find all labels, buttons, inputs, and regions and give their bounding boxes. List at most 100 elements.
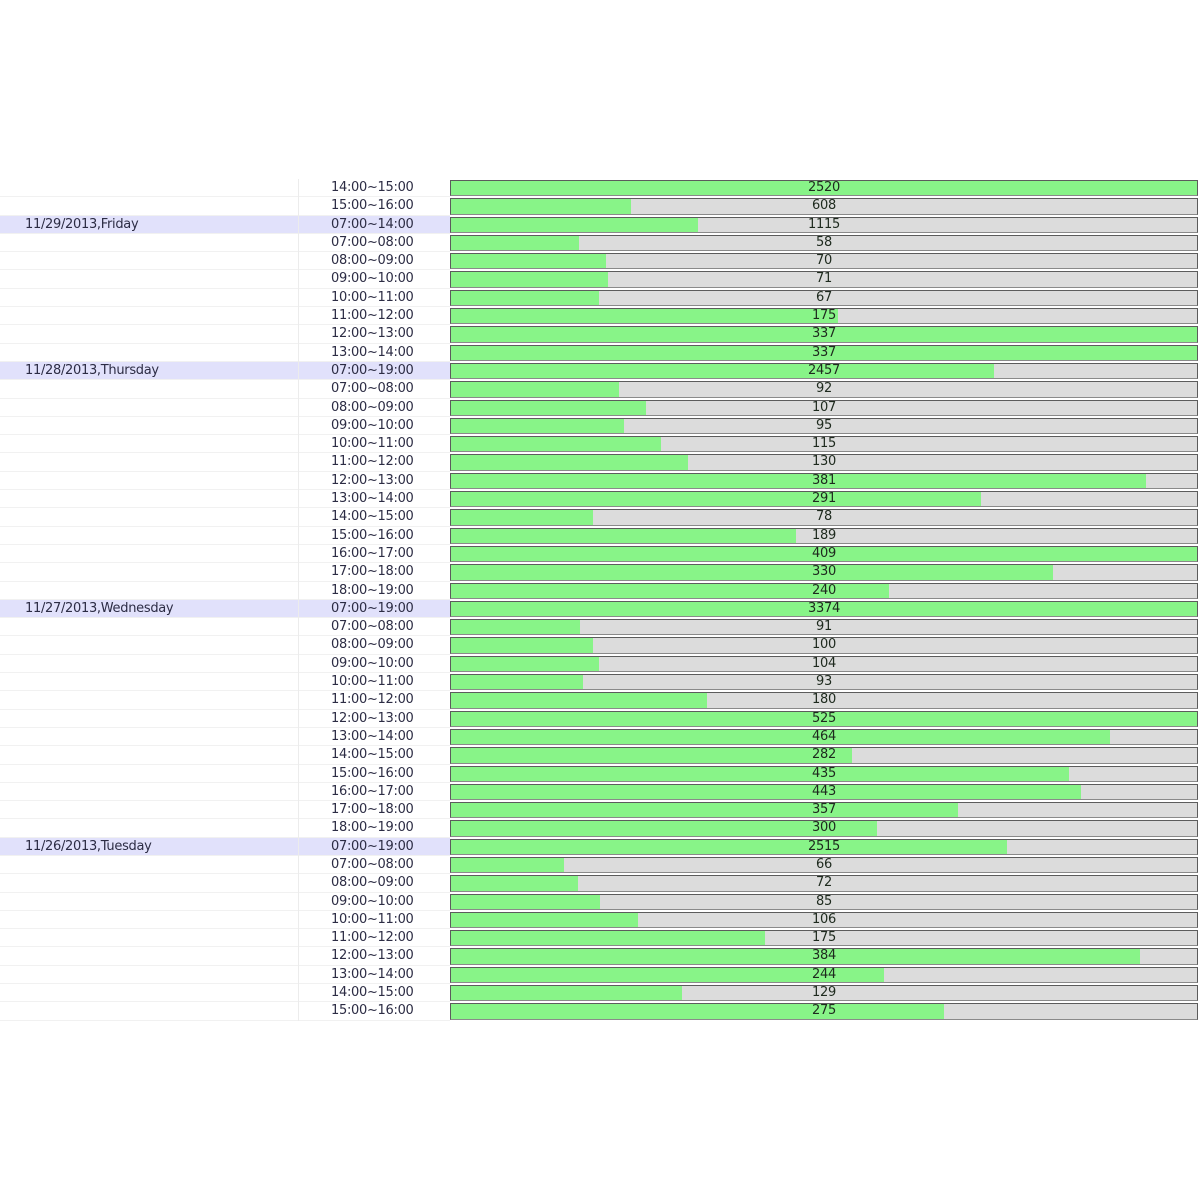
group-row[interactable]: 11/28/2013,Thursday 07:00~19:00 2457 xyxy=(0,361,1200,381)
table-row[interactable]: 09:00~10:00 95 xyxy=(0,416,1200,436)
count-bar: 1115 xyxy=(450,216,1198,233)
column-divider xyxy=(298,453,299,472)
column-divider xyxy=(298,636,299,655)
table-row[interactable]: 14:00~15:00 78 xyxy=(0,508,1200,527)
table-row[interactable]: 14:00~15:00 129 xyxy=(0,984,1200,1003)
count-bar: 78 xyxy=(450,509,1198,526)
date-cell xyxy=(0,563,298,582)
table-row[interactable]: 12:00~13:00 381 xyxy=(0,471,1200,491)
column-divider xyxy=(298,764,299,783)
column-divider xyxy=(298,508,299,527)
time-range-cell: 07:00~08:00 xyxy=(299,380,450,399)
table-row[interactable]: 12:00~13:00 384 xyxy=(0,947,1200,966)
table-row[interactable]: 18:00~19:00 300 xyxy=(0,819,1200,838)
table-row[interactable]: 12:00~13:00 337 xyxy=(0,325,1200,344)
time-range-cell: 09:00~10:00 xyxy=(299,655,450,674)
table-row[interactable]: 15:00~16:00 608 xyxy=(0,197,1200,216)
time-range-cell: 14:00~15:00 xyxy=(299,746,450,765)
date-cell xyxy=(0,545,298,564)
date-cell xyxy=(0,453,298,472)
time-range-cell: 17:00~18:00 xyxy=(299,563,450,582)
bar-fill xyxy=(451,931,766,946)
time-range-cell: 11:00~12:00 xyxy=(299,929,450,948)
table-row[interactable]: 13:00~14:00 244 xyxy=(0,965,1200,985)
bar-fill xyxy=(451,345,1197,360)
count-bar: 189 xyxy=(450,527,1198,544)
table-row[interactable]: 17:00~18:00 330 xyxy=(0,563,1200,582)
table-row[interactable]: 10:00~11:00 115 xyxy=(0,435,1200,454)
column-divider xyxy=(298,197,299,216)
count-bar: 115 xyxy=(450,436,1198,453)
time-range-cell: 08:00~09:00 xyxy=(299,636,450,655)
table-row[interactable]: 15:00~16:00 435 xyxy=(0,764,1200,783)
date-cell xyxy=(0,399,298,417)
count-bar: 525 xyxy=(450,710,1198,727)
group-row[interactable]: 11/26/2013,Tuesday 07:00~19:00 2515 xyxy=(0,837,1200,856)
table-row[interactable]: 07:00~08:00 66 xyxy=(0,855,1200,875)
table-row[interactable]: 11:00~12:00 180 xyxy=(0,691,1200,710)
time-range-cell: 14:00~15:00 xyxy=(299,508,450,527)
date-cell xyxy=(0,252,298,271)
column-divider xyxy=(298,782,299,802)
table-row[interactable]: 18:00~19:00 240 xyxy=(0,581,1200,600)
bar-fill xyxy=(451,455,689,470)
table-row[interactable]: 16:00~17:00 443 xyxy=(0,782,1200,802)
date-cell xyxy=(0,490,298,509)
table-row[interactable]: 09:00~10:00 85 xyxy=(0,892,1200,911)
table-row[interactable]: 08:00~09:00 107 xyxy=(0,398,1200,417)
date-cell xyxy=(0,765,298,783)
table-row[interactable]: 12:00~13:00 525 xyxy=(0,709,1200,728)
table-row[interactable]: 16:00~17:00 409 xyxy=(0,544,1200,564)
table-row[interactable]: 11:00~12:00 175 xyxy=(0,929,1200,948)
column-divider xyxy=(298,544,299,564)
table-row[interactable]: 08:00~09:00 100 xyxy=(0,636,1200,655)
table-row[interactable]: 10:00~11:00 93 xyxy=(0,673,1200,692)
count-value: 525 xyxy=(812,710,836,726)
time-range-cell: 16:00~17:00 xyxy=(299,783,450,802)
table-row[interactable]: 09:00~10:00 71 xyxy=(0,270,1200,289)
date-cell xyxy=(0,655,298,674)
column-divider xyxy=(298,380,299,399)
group-row[interactable]: 11/27/2013,Wednesday 07:00~19:00 3374 xyxy=(0,599,1200,619)
table-row[interactable]: 13:00~14:00 291 xyxy=(0,490,1200,509)
table-row[interactable]: 07:00~08:00 58 xyxy=(0,233,1200,253)
table-row[interactable]: 13:00~14:00 464 xyxy=(0,727,1200,747)
table-row[interactable]: 10:00~11:00 106 xyxy=(0,910,1200,930)
count-value: 95 xyxy=(816,417,832,433)
table-row[interactable]: 09:00~10:00 104 xyxy=(0,654,1200,674)
time-range-cell: 08:00~09:00 xyxy=(299,399,450,417)
bar-fill xyxy=(451,839,1007,854)
time-range-cell: 09:00~10:00 xyxy=(299,417,450,436)
count-bar: 282 xyxy=(450,747,1198,764)
bar-fill xyxy=(451,199,631,214)
count-value: 337 xyxy=(812,344,836,360)
column-divider xyxy=(298,746,299,765)
count-bar: 95 xyxy=(450,417,1198,435)
count-value: 435 xyxy=(812,765,836,781)
table-row[interactable]: 14:00~15:00 2520 xyxy=(0,179,1200,198)
group-row[interactable]: 11/29/2013,Friday 07:00~14:00 1115 xyxy=(0,215,1200,234)
table-row[interactable]: 08:00~09:00 70 xyxy=(0,252,1200,271)
count-value: 2457 xyxy=(808,362,840,378)
table-row[interactable]: 15:00~16:00 189 xyxy=(0,526,1200,545)
date-cell xyxy=(0,179,298,198)
table-row[interactable]: 11:00~12:00 175 xyxy=(0,307,1200,326)
table-row[interactable]: 14:00~15:00 282 xyxy=(0,746,1200,765)
table-row[interactable]: 10:00~11:00 67 xyxy=(0,288,1200,308)
table-row[interactable]: 17:00~18:00 357 xyxy=(0,801,1200,820)
column-divider xyxy=(298,252,299,271)
bar-fill xyxy=(451,510,594,525)
count-bar: 130 xyxy=(450,454,1198,471)
count-value: 58 xyxy=(816,234,832,250)
count-bar: 275 xyxy=(450,1003,1198,1020)
count-value: 130 xyxy=(812,454,836,470)
table-row[interactable]: 13:00~14:00 337 xyxy=(0,343,1200,362)
count-value: 106 xyxy=(812,911,836,927)
table-row[interactable]: 15:00~16:00 275 xyxy=(0,1002,1200,1021)
table-row[interactable]: 08:00~09:00 72 xyxy=(0,874,1200,893)
table-row[interactable]: 07:00~08:00 91 xyxy=(0,618,1200,637)
table-row[interactable]: 11:00~12:00 130 xyxy=(0,453,1200,472)
table-row[interactable]: 07:00~08:00 92 xyxy=(0,380,1200,399)
bar-fill xyxy=(451,546,1197,562)
